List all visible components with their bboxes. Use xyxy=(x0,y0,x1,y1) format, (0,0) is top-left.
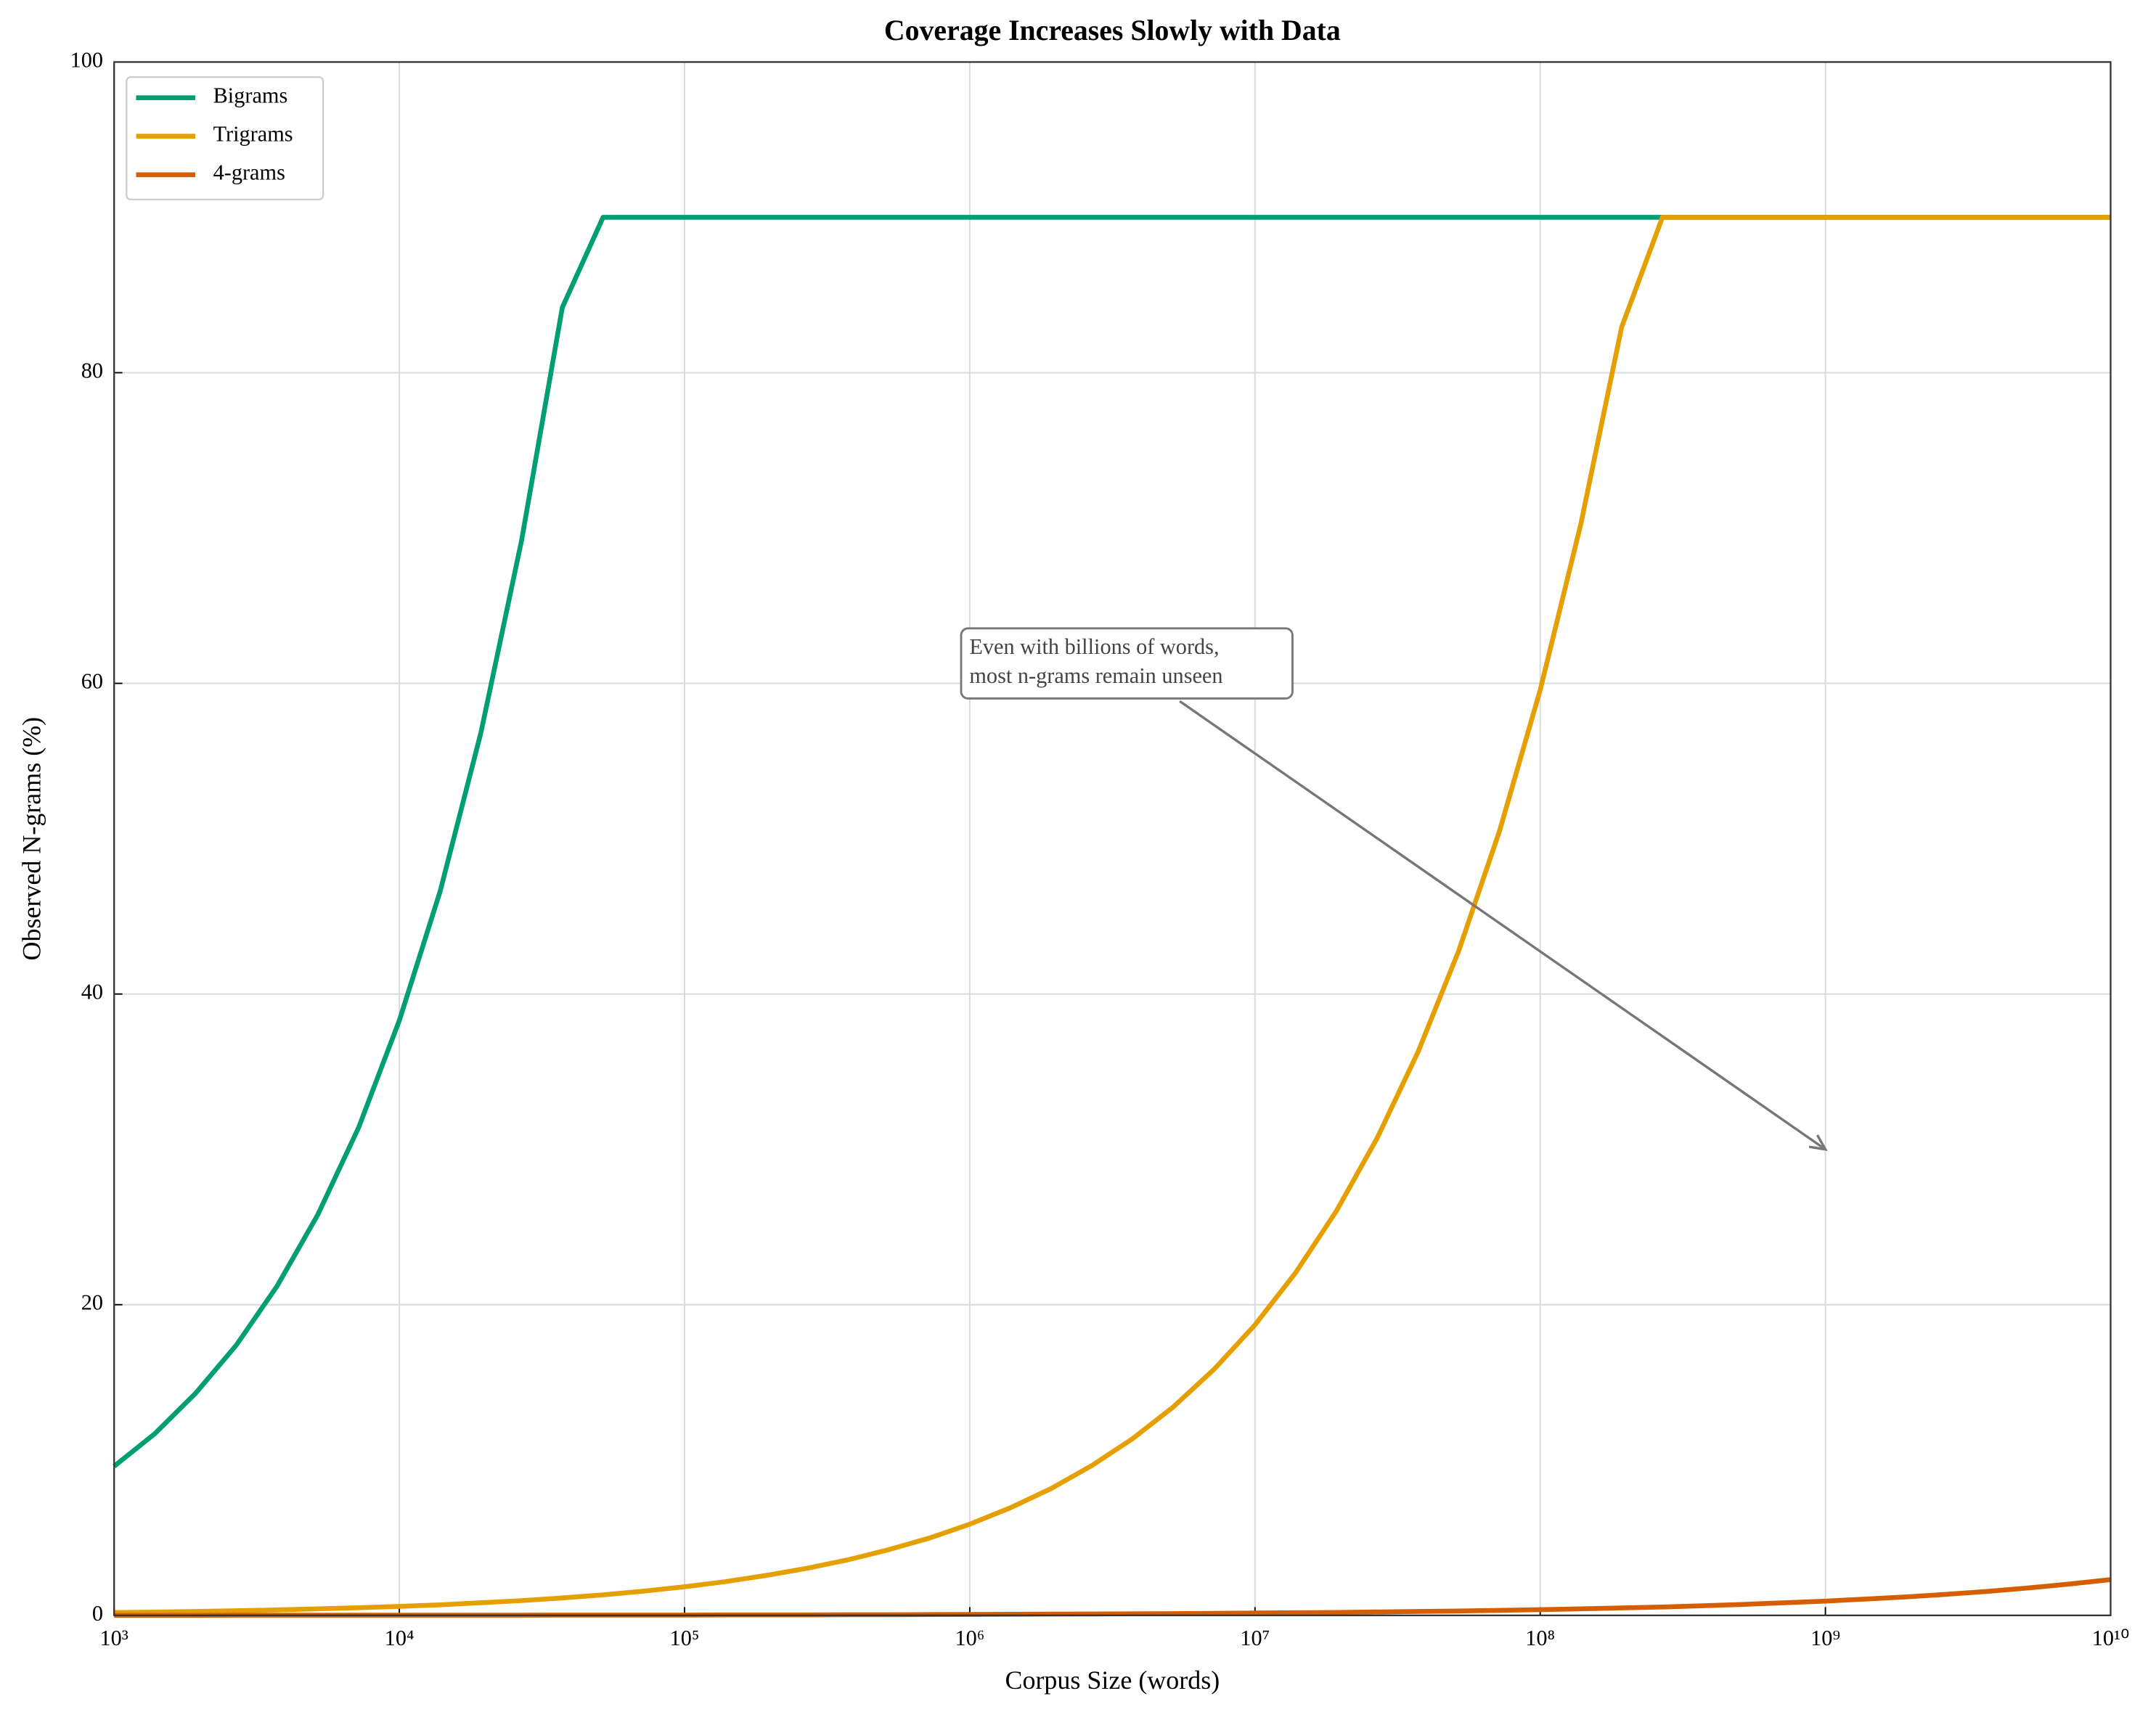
arrow-shaft xyxy=(1179,700,1826,1151)
x-tick-label: 10¹⁰ xyxy=(2092,1626,2130,1650)
x-tick-label: 10⁶ xyxy=(955,1626,984,1650)
legend-label: 4-grams xyxy=(213,160,285,185)
x-tick-label: 10⁹ xyxy=(1810,1626,1840,1650)
y-tick-label: 40 xyxy=(81,980,103,1004)
legend-label: Bigrams xyxy=(213,83,288,108)
x-tick-label: 10⁷ xyxy=(1240,1626,1270,1650)
annotation-arrow xyxy=(1179,700,1828,1151)
x-tick-label: 10³ xyxy=(100,1626,128,1650)
x-tick-label: 10⁸ xyxy=(1525,1626,1555,1650)
line-series xyxy=(113,215,2111,1468)
legend-label: Trigrams xyxy=(213,122,293,147)
x-tick-label: 10⁴ xyxy=(385,1626,415,1650)
y-tick-label: 20 xyxy=(81,1290,103,1315)
x-axis-label: Corpus Size (words) xyxy=(1005,1666,1220,1695)
annotation-box xyxy=(960,627,1294,700)
annotation-text: most n-grams remain unseen xyxy=(969,663,1222,688)
x-tick-label: 10⁵ xyxy=(670,1626,700,1650)
y-tick-label: 80 xyxy=(81,358,103,382)
line-series xyxy=(114,215,2111,1615)
arrow-head xyxy=(1808,1134,1828,1151)
line-series xyxy=(114,1577,2111,1618)
y-axis-label: Observed N-grams (%) xyxy=(17,717,46,961)
legend-box xyxy=(126,76,324,201)
y-tick-label: 100 xyxy=(70,47,103,72)
y-tick-label: 0 xyxy=(92,1601,103,1626)
annotation-text: Even with billions of words, xyxy=(969,634,1219,659)
chart-title: Coverage Increases Slowly with Data xyxy=(884,15,1341,46)
plot-frame xyxy=(113,61,2112,1616)
y-tick-label: 60 xyxy=(81,669,103,694)
